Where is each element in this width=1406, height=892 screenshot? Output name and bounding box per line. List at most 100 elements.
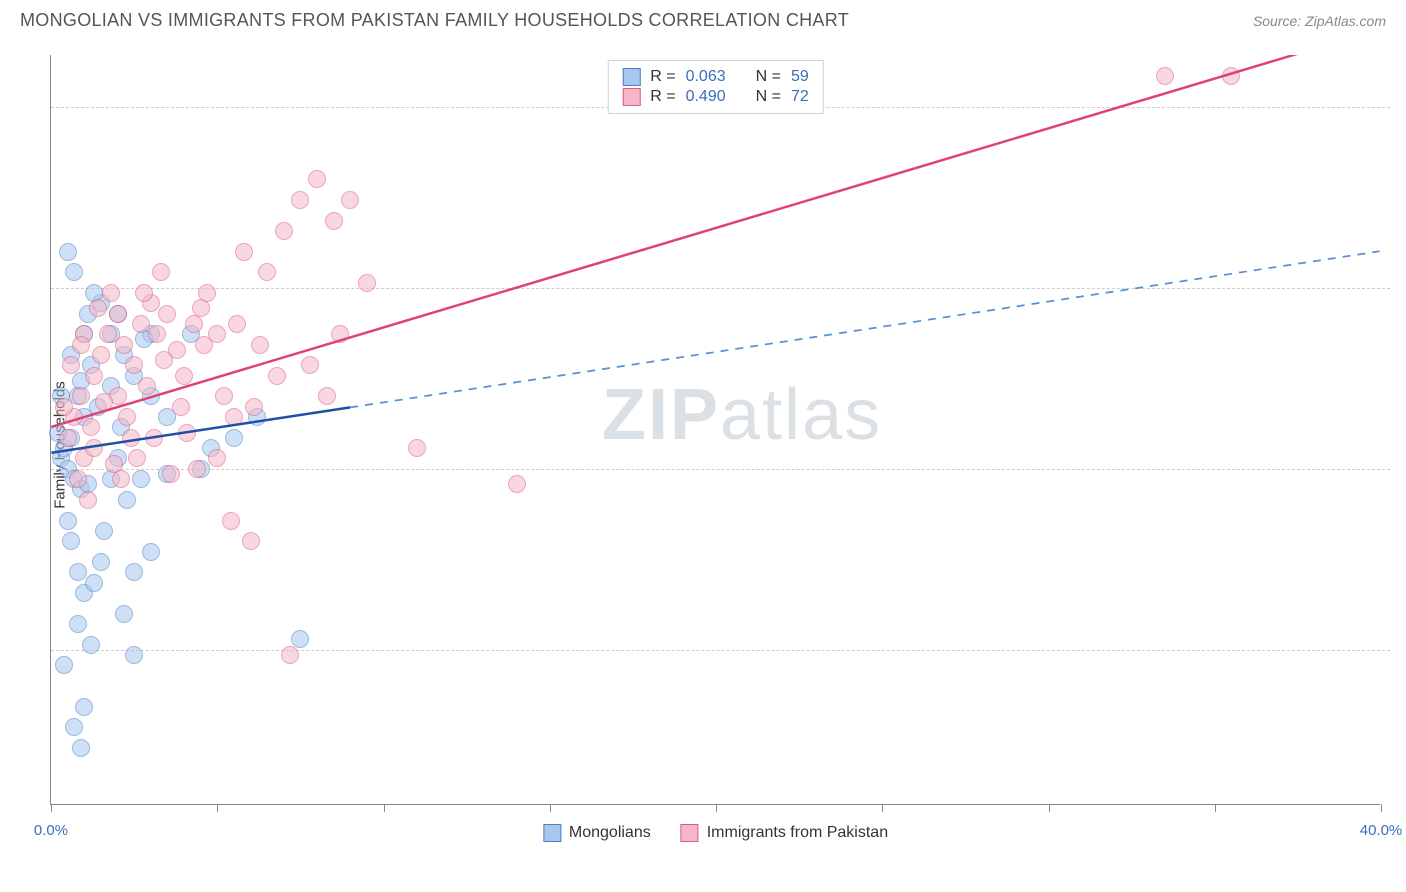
marker-pakistan — [158, 305, 176, 323]
legend-label-mongolians: Mongolians — [569, 824, 651, 842]
marker-mongolians — [225, 429, 243, 447]
marker-pakistan — [69, 470, 87, 488]
marker-pakistan — [208, 449, 226, 467]
marker-mongolians — [125, 646, 143, 664]
marker-pakistan — [341, 191, 359, 209]
chart-title: MONGOLIAN VS IMMIGRANTS FROM PAKISTAN FA… — [20, 10, 849, 31]
marker-mongolians — [69, 563, 87, 581]
marker-mongolians — [115, 605, 133, 623]
marker-pakistan — [175, 367, 193, 385]
marker-pakistan — [112, 470, 130, 488]
marker-pakistan — [152, 263, 170, 281]
marker-pakistan — [195, 336, 213, 354]
title-bar: MONGOLIAN VS IMMIGRANTS FROM PAKISTAN FA… — [0, 0, 1406, 36]
legend-label-pakistan: Immigrants from Pakistan — [707, 824, 888, 842]
marker-pakistan — [145, 429, 163, 447]
n-label: N = — [756, 68, 781, 86]
legend-stats: R = 0.063 N = 59 R = 0.490 N = 72 — [607, 60, 824, 114]
marker-pakistan — [59, 429, 77, 447]
marker-pakistan — [185, 315, 203, 333]
marker-pakistan — [155, 351, 173, 369]
marker-pakistan — [132, 315, 150, 333]
n-value-pakistan: 72 — [791, 88, 809, 106]
marker-pakistan — [99, 325, 117, 343]
marker-pakistan — [72, 336, 90, 354]
regression-lines-layer — [51, 55, 1380, 804]
x-tick — [384, 804, 385, 812]
marker-mongolians — [95, 522, 113, 540]
marker-pakistan — [89, 299, 107, 317]
marker-mongolians — [85, 574, 103, 592]
marker-pakistan — [508, 475, 526, 493]
n-value-mongolians: 59 — [791, 68, 809, 86]
x-tick-label: 0.0% — [34, 822, 68, 839]
r-value-pakistan: 0.490 — [686, 88, 726, 106]
marker-pakistan — [308, 170, 326, 188]
marker-mongolians — [142, 543, 160, 561]
marker-pakistan — [109, 305, 127, 323]
marker-mongolians — [55, 656, 73, 674]
marker-mongolians — [82, 636, 100, 654]
gridline-h — [51, 288, 1390, 289]
marker-pakistan — [408, 439, 426, 457]
marker-pakistan — [122, 429, 140, 447]
marker-mongolians — [132, 470, 150, 488]
x-tick — [1381, 804, 1382, 812]
marker-mongolians — [65, 718, 83, 736]
marker-mongolians — [65, 263, 83, 281]
marker-mongolians — [118, 491, 136, 509]
marker-pakistan — [128, 449, 146, 467]
marker-pakistan — [115, 336, 133, 354]
marker-pakistan — [275, 222, 293, 240]
marker-pakistan — [172, 398, 190, 416]
marker-pakistan — [251, 336, 269, 354]
marker-mongolians — [92, 553, 110, 571]
marker-pakistan — [242, 532, 260, 550]
watermark-prefix: ZIP — [602, 375, 720, 455]
legend-stats-row-pakistan: R = 0.490 N = 72 — [622, 87, 809, 107]
marker-pakistan — [291, 191, 309, 209]
marker-pakistan — [95, 393, 113, 411]
r-value-mongolians: 0.063 — [686, 68, 726, 86]
marker-pakistan — [245, 398, 263, 416]
marker-pakistan — [301, 356, 319, 374]
x-tick — [550, 804, 551, 812]
swatch-pakistan-icon — [622, 88, 640, 106]
x-tick — [51, 804, 52, 812]
marker-pakistan — [225, 408, 243, 426]
marker-pakistan — [331, 325, 349, 343]
marker-mongolians — [291, 630, 309, 648]
marker-pakistan — [188, 460, 206, 478]
marker-pakistan — [192, 299, 210, 317]
marker-pakistan — [215, 387, 233, 405]
marker-pakistan — [198, 284, 216, 302]
marker-pakistan — [92, 346, 110, 364]
x-tick — [716, 804, 717, 812]
marker-mongolians — [59, 512, 77, 530]
marker-pakistan — [148, 325, 166, 343]
marker-pakistan — [85, 439, 103, 457]
gridline-h — [51, 650, 1390, 651]
marker-pakistan — [178, 424, 196, 442]
marker-pakistan — [258, 263, 276, 281]
legend-item-mongolians: Mongolians — [543, 824, 651, 842]
marker-pakistan — [222, 512, 240, 530]
marker-pakistan — [135, 284, 153, 302]
marker-pakistan — [82, 418, 100, 436]
marker-pakistan — [1222, 67, 1240, 85]
marker-pakistan — [281, 646, 299, 664]
marker-mongolians — [59, 243, 77, 261]
marker-pakistan — [325, 212, 343, 230]
marker-pakistan — [235, 243, 253, 261]
marker-pakistan — [72, 387, 90, 405]
r-label: R = — [650, 68, 675, 86]
n-label: N = — [756, 88, 781, 106]
plot-container: Family Households ZIPatlas R = 0.063 N =… — [50, 55, 1390, 835]
y-tick-label: 82.5% — [1390, 279, 1406, 296]
marker-pakistan — [358, 274, 376, 292]
watermark: ZIPatlas — [602, 374, 882, 456]
legend-item-pakistan: Immigrants from Pakistan — [681, 824, 888, 842]
marker-pakistan — [318, 387, 336, 405]
marker-mongolians — [72, 739, 90, 757]
r-label: R = — [650, 88, 675, 106]
